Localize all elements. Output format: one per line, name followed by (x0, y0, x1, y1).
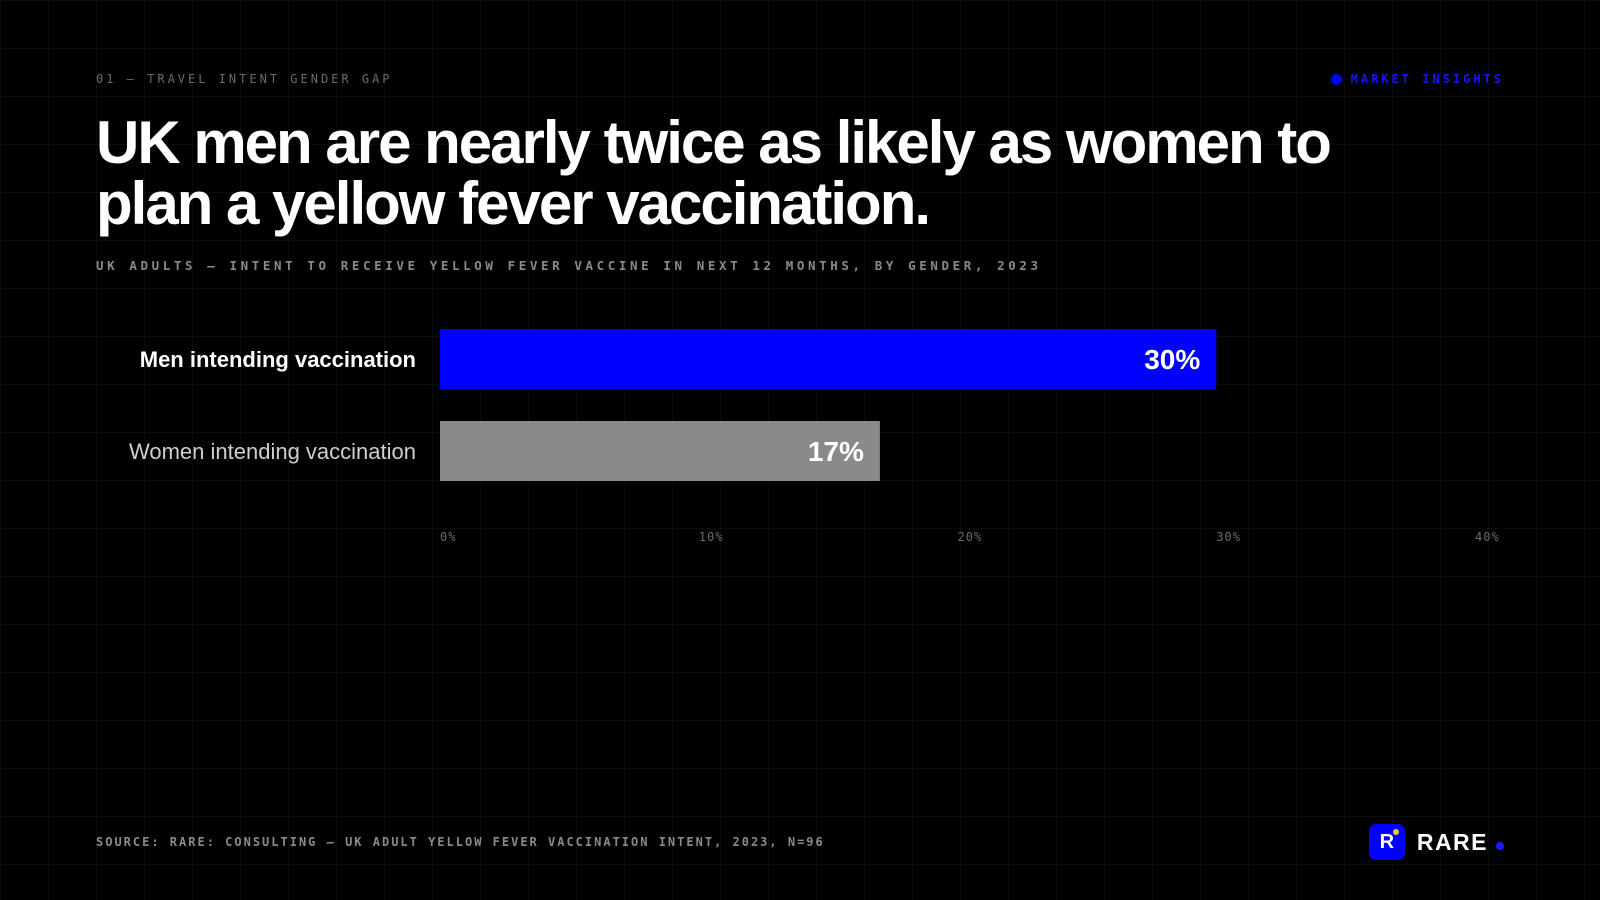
category-label: Men intending vaccination (140, 347, 416, 372)
page-title: UK men are nearly twice as likely as wom… (96, 109, 1332, 237)
x-tick-label: 0% (440, 530, 456, 544)
value-label: 17% (808, 436, 864, 467)
x-tick-label: 30% (1216, 530, 1241, 544)
brand-name: RARE (1416, 828, 1488, 855)
section-eyebrow: 01 — TRAVEL INTENT GENDER GAP (96, 72, 393, 86)
badge-dot-icon (1330, 73, 1342, 85)
bar-1 (440, 329, 1217, 389)
badge-label: MARKET INSIGHTS (1350, 72, 1504, 86)
brand-logo: R RARE (1368, 824, 1504, 860)
brand-mark-pip-icon (1392, 829, 1399, 835)
category-label: Women intending vaccination (129, 439, 416, 464)
value-label: 30% (1144, 344, 1200, 375)
brand-mark-icon: R (1368, 824, 1405, 860)
chart-subtitle: UK ADULTS — INTENT TO RECEIVE YELLOW FEV… (96, 258, 1042, 273)
x-tick-label: 10% (699, 530, 724, 544)
brand-dot-icon (1496, 842, 1504, 850)
brand-mark-letter: R (1379, 830, 1395, 853)
market-insights-badge: MARKET INSIGHTS (1330, 72, 1504, 86)
x-tick-label: 20% (958, 530, 983, 544)
x-tick-label: 40% (1475, 530, 1500, 544)
bar-2 (440, 421, 880, 481)
source-note: SOURCE: RARE: CONSULTING — UK ADULT YELL… (96, 835, 825, 849)
